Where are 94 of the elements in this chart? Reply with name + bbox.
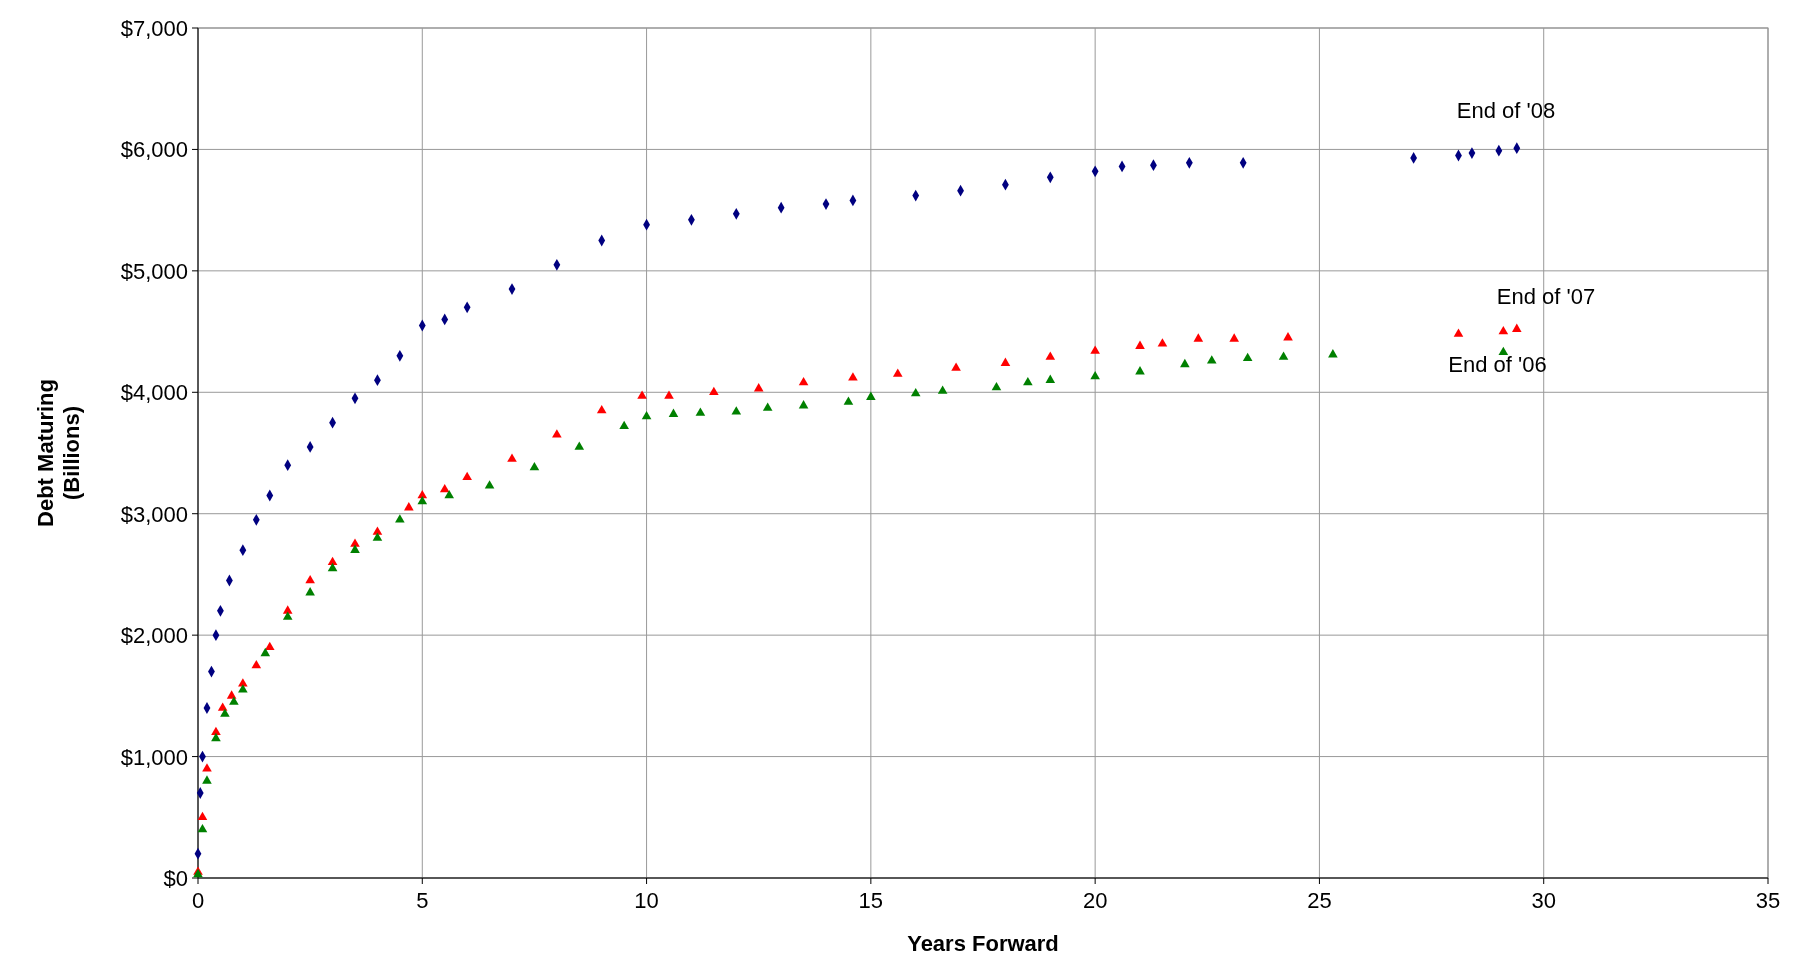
- point: [229, 696, 239, 705]
- point: [372, 532, 383, 541]
- point: [753, 383, 764, 392]
- x-tick-label: 20: [1082, 888, 1108, 913]
- point: [217, 702, 228, 711]
- point: [664, 390, 674, 399]
- point: [596, 404, 607, 414]
- point: [637, 390, 647, 399]
- point: [372, 526, 383, 535]
- point: [202, 775, 212, 784]
- point: [762, 402, 773, 411]
- point: [264, 641, 275, 651]
- point: [1157, 338, 1168, 347]
- point: [1135, 366, 1145, 375]
- point: [305, 574, 315, 584]
- point: [1328, 349, 1338, 358]
- point: [1090, 370, 1100, 380]
- point: [910, 387, 921, 397]
- point: [843, 396, 854, 405]
- x-axis-title: Years Forward: [907, 931, 1059, 956]
- point: [991, 381, 1002, 391]
- point: [668, 408, 679, 417]
- point: [282, 605, 293, 614]
- point: [1283, 332, 1293, 341]
- y-tick-label: $3,000: [120, 501, 188, 527]
- y-tick-label: $5,000: [120, 258, 188, 284]
- y-tick-label: $1,000: [120, 744, 188, 770]
- point: [1498, 326, 1509, 335]
- point: [1023, 377, 1033, 386]
- point: [574, 441, 585, 450]
- x-tick-label: 10: [634, 888, 659, 913]
- point: [197, 823, 208, 833]
- point: [226, 690, 237, 699]
- point: [350, 544, 360, 553]
- y-axis-title: Debt Maturing (Billions): [33, 379, 84, 527]
- point: [350, 538, 360, 547]
- point: [220, 708, 230, 717]
- point: [211, 732, 221, 742]
- point: [444, 489, 455, 499]
- point: [282, 611, 293, 620]
- series-label: End of '06: [1448, 352, 1547, 378]
- x-tick-label: 0: [191, 888, 205, 913]
- point: [641, 411, 652, 420]
- point: [695, 407, 706, 416]
- point: [1045, 351, 1056, 360]
- y-tick-label: $7,000: [120, 16, 188, 41]
- point: [439, 483, 450, 493]
- point: [1498, 346, 1509, 355]
- point: [529, 462, 540, 471]
- point: [1193, 333, 1204, 342]
- point: [552, 429, 562, 438]
- point: [619, 420, 629, 430]
- point: [1278, 351, 1289, 360]
- point: [327, 556, 338, 566]
- point: [417, 496, 428, 505]
- point: [327, 562, 338, 572]
- point: [892, 368, 903, 377]
- point: [1090, 345, 1100, 354]
- y-tick-label: $0: [163, 866, 188, 891]
- x-tick-label: 30: [1531, 888, 1556, 913]
- x-tick-label: 35: [1755, 888, 1781, 913]
- point: [1229, 333, 1240, 342]
- point: [404, 502, 414, 511]
- point: [709, 386, 719, 396]
- point: [937, 385, 948, 394]
- point: [484, 480, 495, 489]
- point: [197, 811, 208, 821]
- x-tick-label: 15: [858, 888, 884, 913]
- point: [251, 659, 262, 669]
- point: [238, 684, 248, 693]
- y-tick-label: $4,000: [120, 380, 188, 406]
- x-tick-label: 25: [1307, 888, 1332, 913]
- point: [507, 453, 517, 462]
- point: [260, 647, 271, 657]
- point: [462, 471, 472, 481]
- point: [951, 362, 961, 371]
- y-tick-label: $6,000: [120, 137, 188, 163]
- point: [798, 400, 809, 409]
- point: [1000, 357, 1011, 366]
- series-label: End of '07: [1496, 284, 1596, 310]
- point: [1242, 352, 1253, 362]
- point: [211, 726, 221, 736]
- point: [1135, 340, 1145, 349]
- point: [1180, 358, 1190, 368]
- point: [1045, 374, 1056, 383]
- series-label: End of '08: [1456, 98, 1556, 124]
- point: [1511, 323, 1522, 332]
- x-tick-label: 5: [416, 888, 429, 913]
- y-tick-label: $2,000: [120, 623, 188, 649]
- point: [1453, 328, 1464, 337]
- point: [866, 391, 876, 400]
- point: [798, 377, 809, 386]
- point: [305, 587, 315, 596]
- point: [395, 514, 405, 523]
